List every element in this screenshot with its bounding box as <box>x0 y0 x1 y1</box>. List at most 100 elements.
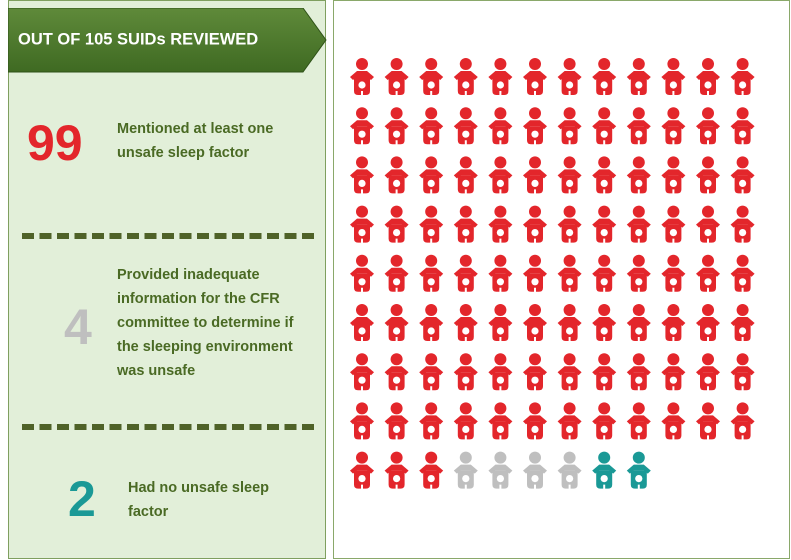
baby-icon <box>626 353 651 391</box>
baby-icon <box>696 58 720 95</box>
baby-icon <box>453 402 478 440</box>
baby-icon <box>523 205 547 243</box>
baby-icon <box>350 107 374 145</box>
baby-icon <box>350 402 374 440</box>
baby-icon <box>557 402 582 440</box>
baby-icon <box>350 304 374 341</box>
baby-icon <box>661 402 686 440</box>
baby-icon <box>626 304 651 341</box>
baby-icon <box>384 254 409 292</box>
baby-icon <box>488 107 513 145</box>
baby-icon <box>384 353 409 391</box>
baby-icon <box>384 58 409 95</box>
baby-icon <box>350 353 374 391</box>
baby-icon <box>523 156 547 194</box>
baby-icon <box>592 107 617 145</box>
baby-icon <box>384 451 409 489</box>
baby-icon <box>453 205 478 243</box>
baby-icon <box>523 58 547 95</box>
title: OUT OF 105 SUIDs REVIEWED <box>18 30 258 48</box>
baby-icon <box>696 353 720 391</box>
baby-icon <box>557 205 582 243</box>
baby-icon <box>453 353 478 391</box>
baby-icon <box>419 254 444 292</box>
baby-icon <box>730 205 755 243</box>
baby-icon <box>419 107 444 145</box>
baby-icon <box>592 451 617 489</box>
baby-icon <box>384 156 409 194</box>
baby-icon <box>730 107 755 145</box>
baby-icon <box>350 451 374 489</box>
baby-icon <box>730 353 755 391</box>
baby-icon <box>557 107 582 145</box>
baby-icon <box>419 156 444 194</box>
baby-icon <box>453 304 478 341</box>
baby-icon <box>730 304 755 341</box>
baby-icon <box>557 58 582 95</box>
stat-label: Had no unsafe sleep factor <box>128 480 270 520</box>
baby-icon <box>696 304 720 341</box>
baby-icon <box>523 254 547 292</box>
stat-number: 2 <box>68 471 96 527</box>
stat-number: 99 <box>27 115 83 171</box>
banner-shape <box>8 8 327 73</box>
baby-icon <box>523 451 547 489</box>
baby-icon <box>626 402 651 440</box>
baby-icon <box>696 402 720 440</box>
baby-icon <box>488 58 513 95</box>
baby-icon <box>557 304 582 341</box>
baby-icon <box>592 156 617 194</box>
baby-icon <box>592 304 617 341</box>
baby-icon <box>419 304 444 341</box>
baby-icon <box>626 451 651 489</box>
baby-icon <box>488 353 513 391</box>
baby-icon <box>661 205 686 243</box>
baby-icon <box>453 254 478 292</box>
baby-icon <box>696 254 720 292</box>
baby-icon <box>730 254 755 292</box>
baby-icon <box>557 353 582 391</box>
baby-icon <box>730 402 755 440</box>
baby-icon <box>523 107 547 145</box>
baby-icon <box>696 156 720 194</box>
divider <box>22 424 314 430</box>
baby-icon <box>696 205 720 243</box>
baby-icon <box>592 205 617 243</box>
baby-icon <box>661 304 686 341</box>
baby-icon <box>453 58 478 95</box>
baby-icon <box>419 402 444 440</box>
baby-icon <box>696 107 720 145</box>
baby-icon <box>350 254 374 292</box>
pictogram-panel <box>333 0 790 559</box>
baby-icon <box>488 304 513 341</box>
baby-icon <box>626 205 651 243</box>
baby-icon <box>523 304 547 341</box>
baby-icon <box>350 205 374 243</box>
baby-icon <box>626 58 651 95</box>
baby-icon <box>488 205 513 243</box>
baby-icon <box>592 353 617 391</box>
baby-icon <box>419 451 444 489</box>
baby-icon <box>523 353 547 391</box>
divider <box>22 233 314 239</box>
baby-icon <box>384 107 409 145</box>
baby-icon <box>626 156 651 194</box>
baby-icon <box>453 451 478 489</box>
baby-icon <box>592 402 617 440</box>
baby-icon <box>661 353 686 391</box>
baby-icon <box>384 402 409 440</box>
stat-label: Provided inadequate information for the … <box>117 267 294 379</box>
baby-icon <box>557 451 582 489</box>
baby-icon <box>626 107 651 145</box>
baby-icon <box>661 156 686 194</box>
baby-icon <box>350 58 374 95</box>
baby-icon <box>661 58 686 95</box>
baby-icon <box>419 58 444 95</box>
baby-icon <box>384 205 409 243</box>
baby-icon <box>730 58 755 95</box>
baby-icon <box>488 254 513 292</box>
baby-icon <box>350 156 374 194</box>
baby-icon <box>592 254 617 292</box>
baby-icon <box>488 451 513 489</box>
